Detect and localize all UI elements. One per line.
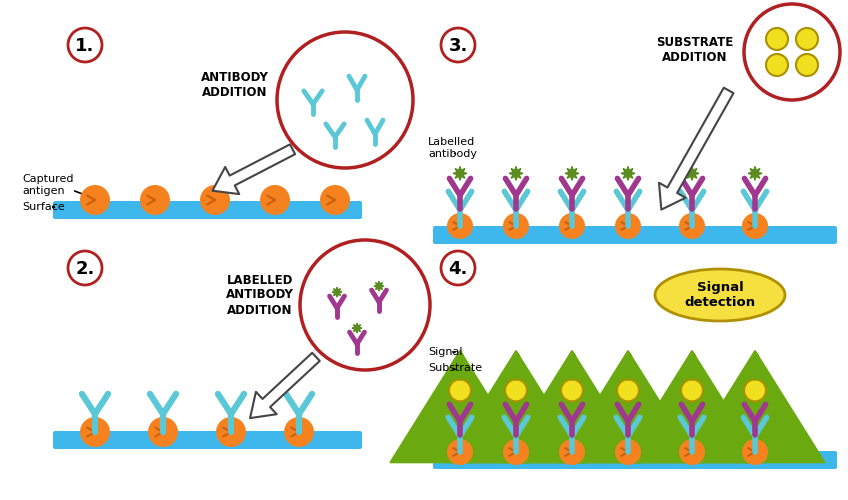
Text: Signal
detection: Signal detection	[684, 281, 756, 309]
Circle shape	[140, 185, 170, 215]
Text: Surface: Surface	[22, 202, 64, 212]
Polygon shape	[332, 287, 342, 297]
Circle shape	[679, 439, 705, 465]
Circle shape	[68, 28, 102, 62]
Circle shape	[68, 251, 102, 285]
Text: LABELLED
ANTIBODY
ADDITION: LABELLED ANTIBODY ADDITION	[226, 274, 294, 316]
Ellipse shape	[655, 269, 785, 321]
FancyArrowPatch shape	[250, 353, 320, 418]
Circle shape	[80, 417, 110, 447]
FancyBboxPatch shape	[433, 451, 837, 469]
Circle shape	[503, 213, 529, 239]
Polygon shape	[685, 166, 699, 180]
Circle shape	[447, 213, 473, 239]
Text: 1.: 1.	[75, 37, 95, 55]
Circle shape	[679, 213, 705, 239]
Circle shape	[796, 28, 818, 50]
Circle shape	[559, 213, 585, 239]
Polygon shape	[453, 166, 467, 180]
Text: Signal: Signal	[428, 347, 462, 357]
Circle shape	[216, 417, 246, 447]
Circle shape	[441, 28, 475, 62]
Circle shape	[200, 185, 230, 215]
Circle shape	[744, 4, 840, 100]
Circle shape	[260, 185, 290, 215]
Text: ANTIBODY
ADDITION: ANTIBODY ADDITION	[201, 71, 269, 99]
Polygon shape	[565, 166, 579, 180]
FancyBboxPatch shape	[53, 201, 362, 219]
Text: 3.: 3.	[449, 37, 468, 55]
Polygon shape	[352, 323, 362, 333]
Circle shape	[742, 213, 768, 239]
Circle shape	[615, 213, 641, 239]
Polygon shape	[621, 166, 635, 180]
Circle shape	[148, 417, 178, 447]
Circle shape	[503, 439, 529, 465]
Circle shape	[80, 185, 110, 215]
Text: 2.: 2.	[75, 260, 95, 278]
Polygon shape	[509, 166, 523, 180]
Circle shape	[744, 380, 766, 402]
Circle shape	[561, 380, 583, 402]
Circle shape	[681, 380, 703, 402]
Circle shape	[505, 380, 527, 402]
Circle shape	[277, 32, 413, 168]
Text: Substrate: Substrate	[428, 363, 483, 373]
Polygon shape	[748, 166, 762, 180]
Text: SUBSTRATE
ADDITION: SUBSTRATE ADDITION	[656, 36, 734, 64]
Circle shape	[615, 439, 641, 465]
Circle shape	[766, 28, 788, 50]
Circle shape	[447, 439, 473, 465]
Circle shape	[284, 417, 314, 447]
Circle shape	[796, 54, 818, 76]
FancyArrowPatch shape	[213, 144, 295, 194]
Circle shape	[766, 54, 788, 76]
Circle shape	[449, 380, 471, 402]
FancyBboxPatch shape	[433, 226, 837, 244]
Text: Captured
antigen: Captured antigen	[22, 174, 74, 196]
Polygon shape	[374, 281, 384, 291]
Circle shape	[441, 251, 475, 285]
FancyArrowPatch shape	[659, 88, 734, 210]
Text: 4.: 4.	[449, 260, 468, 278]
Circle shape	[742, 439, 768, 465]
Circle shape	[300, 240, 430, 370]
Circle shape	[559, 439, 585, 465]
Circle shape	[617, 380, 639, 402]
FancyBboxPatch shape	[53, 431, 362, 449]
Text: Labelled
antibody: Labelled antibody	[428, 137, 477, 159]
Circle shape	[320, 185, 350, 215]
